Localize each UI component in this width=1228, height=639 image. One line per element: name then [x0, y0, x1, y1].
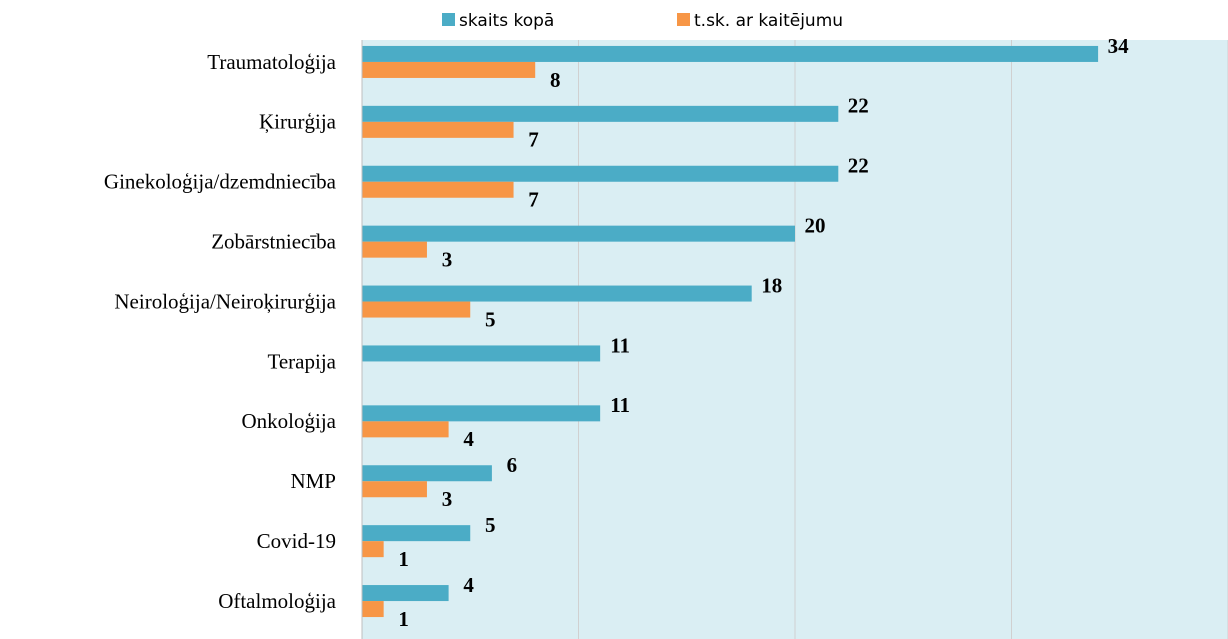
value-label: 3	[442, 487, 453, 511]
value-label: 4	[463, 427, 474, 451]
bar	[362, 345, 601, 362]
category-label: Covid-19	[257, 529, 336, 553]
value-label: 6	[507, 453, 518, 477]
value-label: 11	[610, 333, 630, 357]
category-label: Ķirurģija	[259, 110, 337, 134]
bar	[362, 481, 427, 498]
bar	[362, 585, 449, 602]
category-label: Terapija	[268, 349, 337, 373]
bar	[362, 121, 514, 138]
value-label: 8	[550, 68, 561, 92]
bar	[362, 165, 839, 182]
bar	[362, 405, 601, 422]
bar	[362, 601, 384, 618]
value-label: 20	[805, 213, 826, 237]
category-label: Onkoloģija	[242, 409, 337, 433]
category-label: Traumatoloģija	[207, 50, 336, 74]
value-label: 4	[463, 573, 474, 597]
legend-swatch	[442, 13, 455, 26]
legend-label: skaits kopā	[459, 11, 554, 31]
bar	[362, 241, 427, 258]
bar	[362, 525, 471, 542]
value-label: 1	[398, 547, 409, 571]
legend-label: t.sk. ar kaitējumu	[694, 11, 843, 31]
bar	[362, 225, 795, 242]
bar	[362, 45, 1099, 62]
value-label: 11	[610, 393, 630, 417]
bar	[362, 105, 839, 122]
bar	[362, 465, 492, 482]
value-label: 7	[528, 128, 539, 152]
value-label: 3	[442, 247, 453, 271]
bar	[362, 61, 536, 78]
value-label: 7	[528, 188, 539, 212]
bar	[362, 285, 752, 302]
category-label: Oftalmoloģija	[218, 589, 336, 613]
category-label: Neiroloģija/Neiroķirurģija	[114, 289, 336, 313]
value-label: 5	[485, 307, 496, 331]
bar	[362, 541, 384, 558]
bar	[362, 301, 471, 318]
bar	[362, 421, 449, 438]
category-label: NMP	[290, 469, 336, 493]
value-label: 1	[398, 607, 409, 631]
value-label: 5	[485, 513, 496, 537]
category-label: Zobārstniecība	[211, 229, 336, 253]
legend-swatch	[677, 13, 690, 26]
value-label: 18	[761, 273, 782, 297]
value-label: 22	[848, 94, 869, 118]
bar	[362, 181, 514, 198]
value-label: 22	[848, 154, 869, 178]
category-label: Ginekoloģija/dzemdniecība	[104, 170, 337, 194]
value-label: 34	[1108, 34, 1130, 58]
